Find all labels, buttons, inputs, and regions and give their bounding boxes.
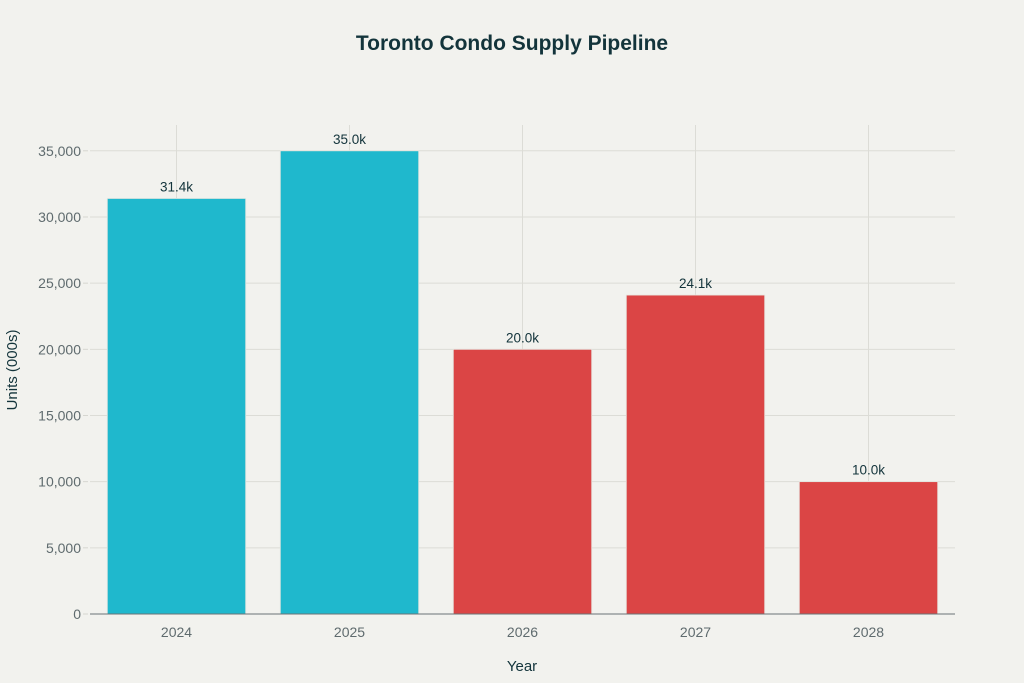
x-tick-label: 2027 <box>680 624 711 640</box>
y-tick-label: 20,000 <box>38 341 81 357</box>
bar-2024 <box>106 198 247 615</box>
bar-2026 <box>452 348 593 615</box>
x-tick-label: 2025 <box>334 624 365 640</box>
y-tick-label: 35,000 <box>38 143 81 159</box>
data-label-2024: 31.4k <box>160 179 193 194</box>
x-tick-label: 2024 <box>161 624 192 640</box>
bars <box>106 150 939 615</box>
data-label-2025: 35.0k <box>333 132 366 147</box>
x-tick-label: 2028 <box>853 624 884 640</box>
bar-2027 <box>625 294 766 615</box>
y-tick-label: 10,000 <box>38 474 81 490</box>
x-axis-label: Year <box>507 658 537 675</box>
data-label-2028: 10.0k <box>852 463 885 478</box>
data-label-2026: 20.0k <box>506 330 539 345</box>
chart-title: Toronto Condo Supply Pipeline <box>356 32 668 55</box>
y-tick-label: 5,000 <box>46 540 81 556</box>
y-tick-label: 0 <box>73 606 81 622</box>
y-tick-label: 30,000 <box>38 209 81 225</box>
y-axis-label: Units (000s) <box>4 330 21 411</box>
y-tick-label: 25,000 <box>38 275 81 291</box>
data-labels: 31.4k 35.0k 20.0k 24.1k 10.0k <box>160 132 885 478</box>
bar-2025 <box>279 150 420 615</box>
x-tick-label: 2026 <box>507 624 538 640</box>
x-axis-ticks: 2024 2025 2026 2027 2028 <box>161 624 884 640</box>
y-tick-label: 15,000 <box>38 407 81 423</box>
y-axis-ticks: 0 5,000 10,000 15,000 20,000 25,000 30,000 35,0… <box>38 143 88 622</box>
data-label-2027: 24.1k <box>679 276 712 291</box>
bar-2028 <box>798 481 939 615</box>
